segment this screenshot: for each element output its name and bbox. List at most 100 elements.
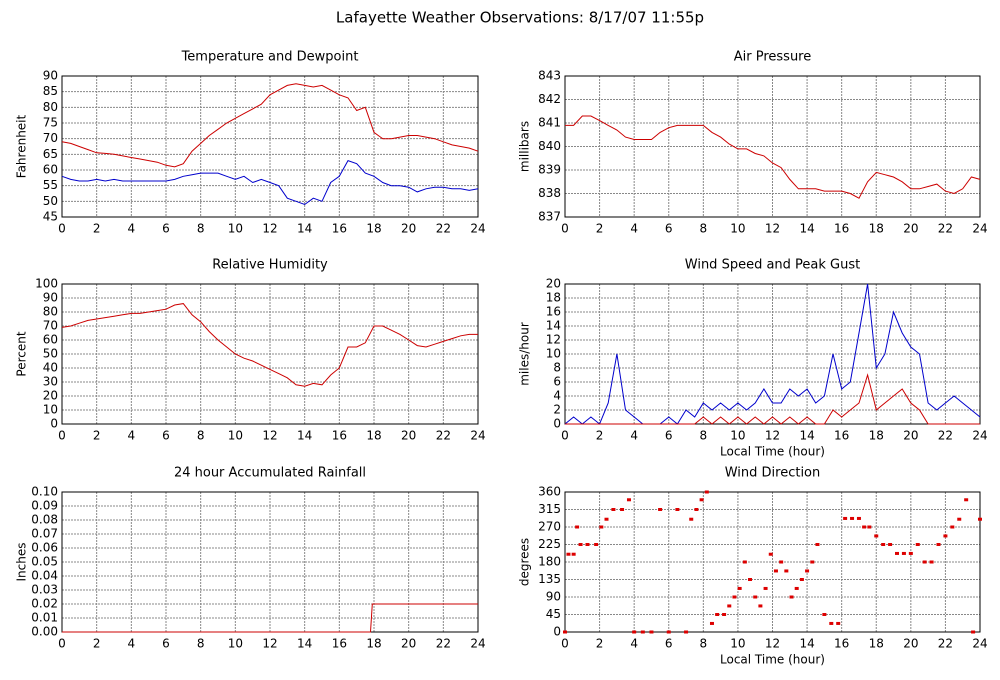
data-point [822,613,827,616]
y-tick-label: 80 [43,305,58,319]
x-tick-label: 20 [401,429,416,443]
data-point [936,543,941,546]
data-point [611,508,616,511]
y-axis-label: Inches [15,543,29,582]
chart-panel: Air Pressuremillibars8378388398408418428… [518,50,988,236]
x-tick-label: 2 [93,222,101,236]
y-tick-label: 14 [546,319,561,333]
chart-panel: 24 hour Accumulated RainfallInches0.000.… [15,466,486,651]
x-tick-label: 14 [297,222,312,236]
data-point [675,508,680,511]
x-tick-label: 8 [700,222,708,236]
x-tick-label: 12 [765,637,780,651]
x-tick-label: 8 [197,429,205,443]
data-point [957,517,962,521]
data-point [599,525,604,529]
data-point [908,551,913,555]
y-tick-label: 4 [553,389,561,403]
y-tick-label: 55 [43,178,58,192]
data-point [768,552,773,556]
data-point [666,630,671,634]
x-tick-label: 4 [630,637,638,651]
data-point [585,543,590,546]
data-point [575,525,580,529]
y-tick-label: 90 [546,590,561,604]
data-point [704,490,709,494]
data-line [565,115,981,199]
y-tick-label: 10 [43,403,58,417]
data-point [727,604,732,608]
y-tick-label: 0.10 [31,485,58,499]
y-tick-label: 16 [546,305,561,319]
y-tick-label: 85 [43,84,58,98]
data-point [658,508,663,511]
y-tick-label: 80 [43,100,58,114]
x-tick-label: 6 [665,429,673,443]
y-tick-label: 0.03 [31,583,58,597]
y-tick-label: 30 [43,375,58,389]
data-point [856,516,861,520]
x-axis-label: Local Time (hour) [720,653,825,667]
plot-frame [61,75,479,218]
y-tick-label: 0.01 [31,611,58,625]
x-tick-label: 18 [366,637,381,651]
y-tick-label: 2 [553,403,561,417]
y-axis-label: miles/hour [518,322,532,386]
y-tick-label: 70 [43,319,58,333]
data-point [649,630,654,634]
chart-title: Relative Humidity [212,258,328,273]
x-tick-label: 12 [262,429,277,443]
data-point [640,630,645,634]
data-point [929,560,934,564]
data-point [566,552,571,556]
data-point [773,569,778,573]
y-tick-label: 0.02 [31,597,58,611]
x-tick-label: 8 [197,222,205,236]
y-axis-label: degrees [518,538,532,586]
chart-title: Wind Direction [725,466,821,481]
x-tick-label: 10 [730,222,745,236]
data-point [874,534,879,538]
data-point [971,630,976,634]
x-tick-label: 2 [93,429,101,443]
y-tick-label: 0 [553,417,561,431]
y-tick-label: 841 [538,116,561,130]
x-tick-label: 22 [938,429,953,443]
chart-title: Wind Speed and Peak Gust [685,258,860,273]
data-line [61,159,479,206]
x-tick-label: 2 [596,429,604,443]
x-tick-label: 20 [903,429,918,443]
y-tick-label: 100 [35,277,58,291]
y-tick-label: 65 [43,147,58,161]
y-tick-label: 270 [538,520,561,534]
y-tick-label: 360 [538,485,561,499]
x-tick-label: 4 [128,637,136,651]
y-tick-label: 840 [538,139,561,153]
x-tick-label: 14 [799,222,814,236]
x-tick-label: 16 [332,429,347,443]
x-tick-label: 16 [834,637,849,651]
data-point [604,517,609,521]
x-tick-label: 12 [765,429,780,443]
chart-panel: Wind Direction degrees Local Time (hour) 0 4… [518,466,988,667]
x-tick-label: 10 [228,429,243,443]
y-tick-label: 18 [546,291,561,305]
x-tick-label: 6 [162,429,170,443]
y-tick-label: 60 [43,333,58,347]
x-tick-label: 24 [470,429,485,443]
data-point [888,543,893,546]
x-tick-label: 8 [700,429,708,443]
x-tick-label: 24 [972,429,987,443]
data-point [881,543,886,546]
x-tick-label: 10 [228,637,243,651]
y-tick-label: 0.08 [31,513,58,527]
plot-frame [61,283,479,425]
x-tick-label: 16 [834,429,849,443]
x-tick-label: 0 [58,429,66,443]
data-point [799,578,804,581]
x-tick-label: 12 [765,222,780,236]
x-tick-label: 0 [561,222,569,236]
data-point [694,508,699,511]
data-point [810,560,815,564]
data-point [779,560,784,564]
